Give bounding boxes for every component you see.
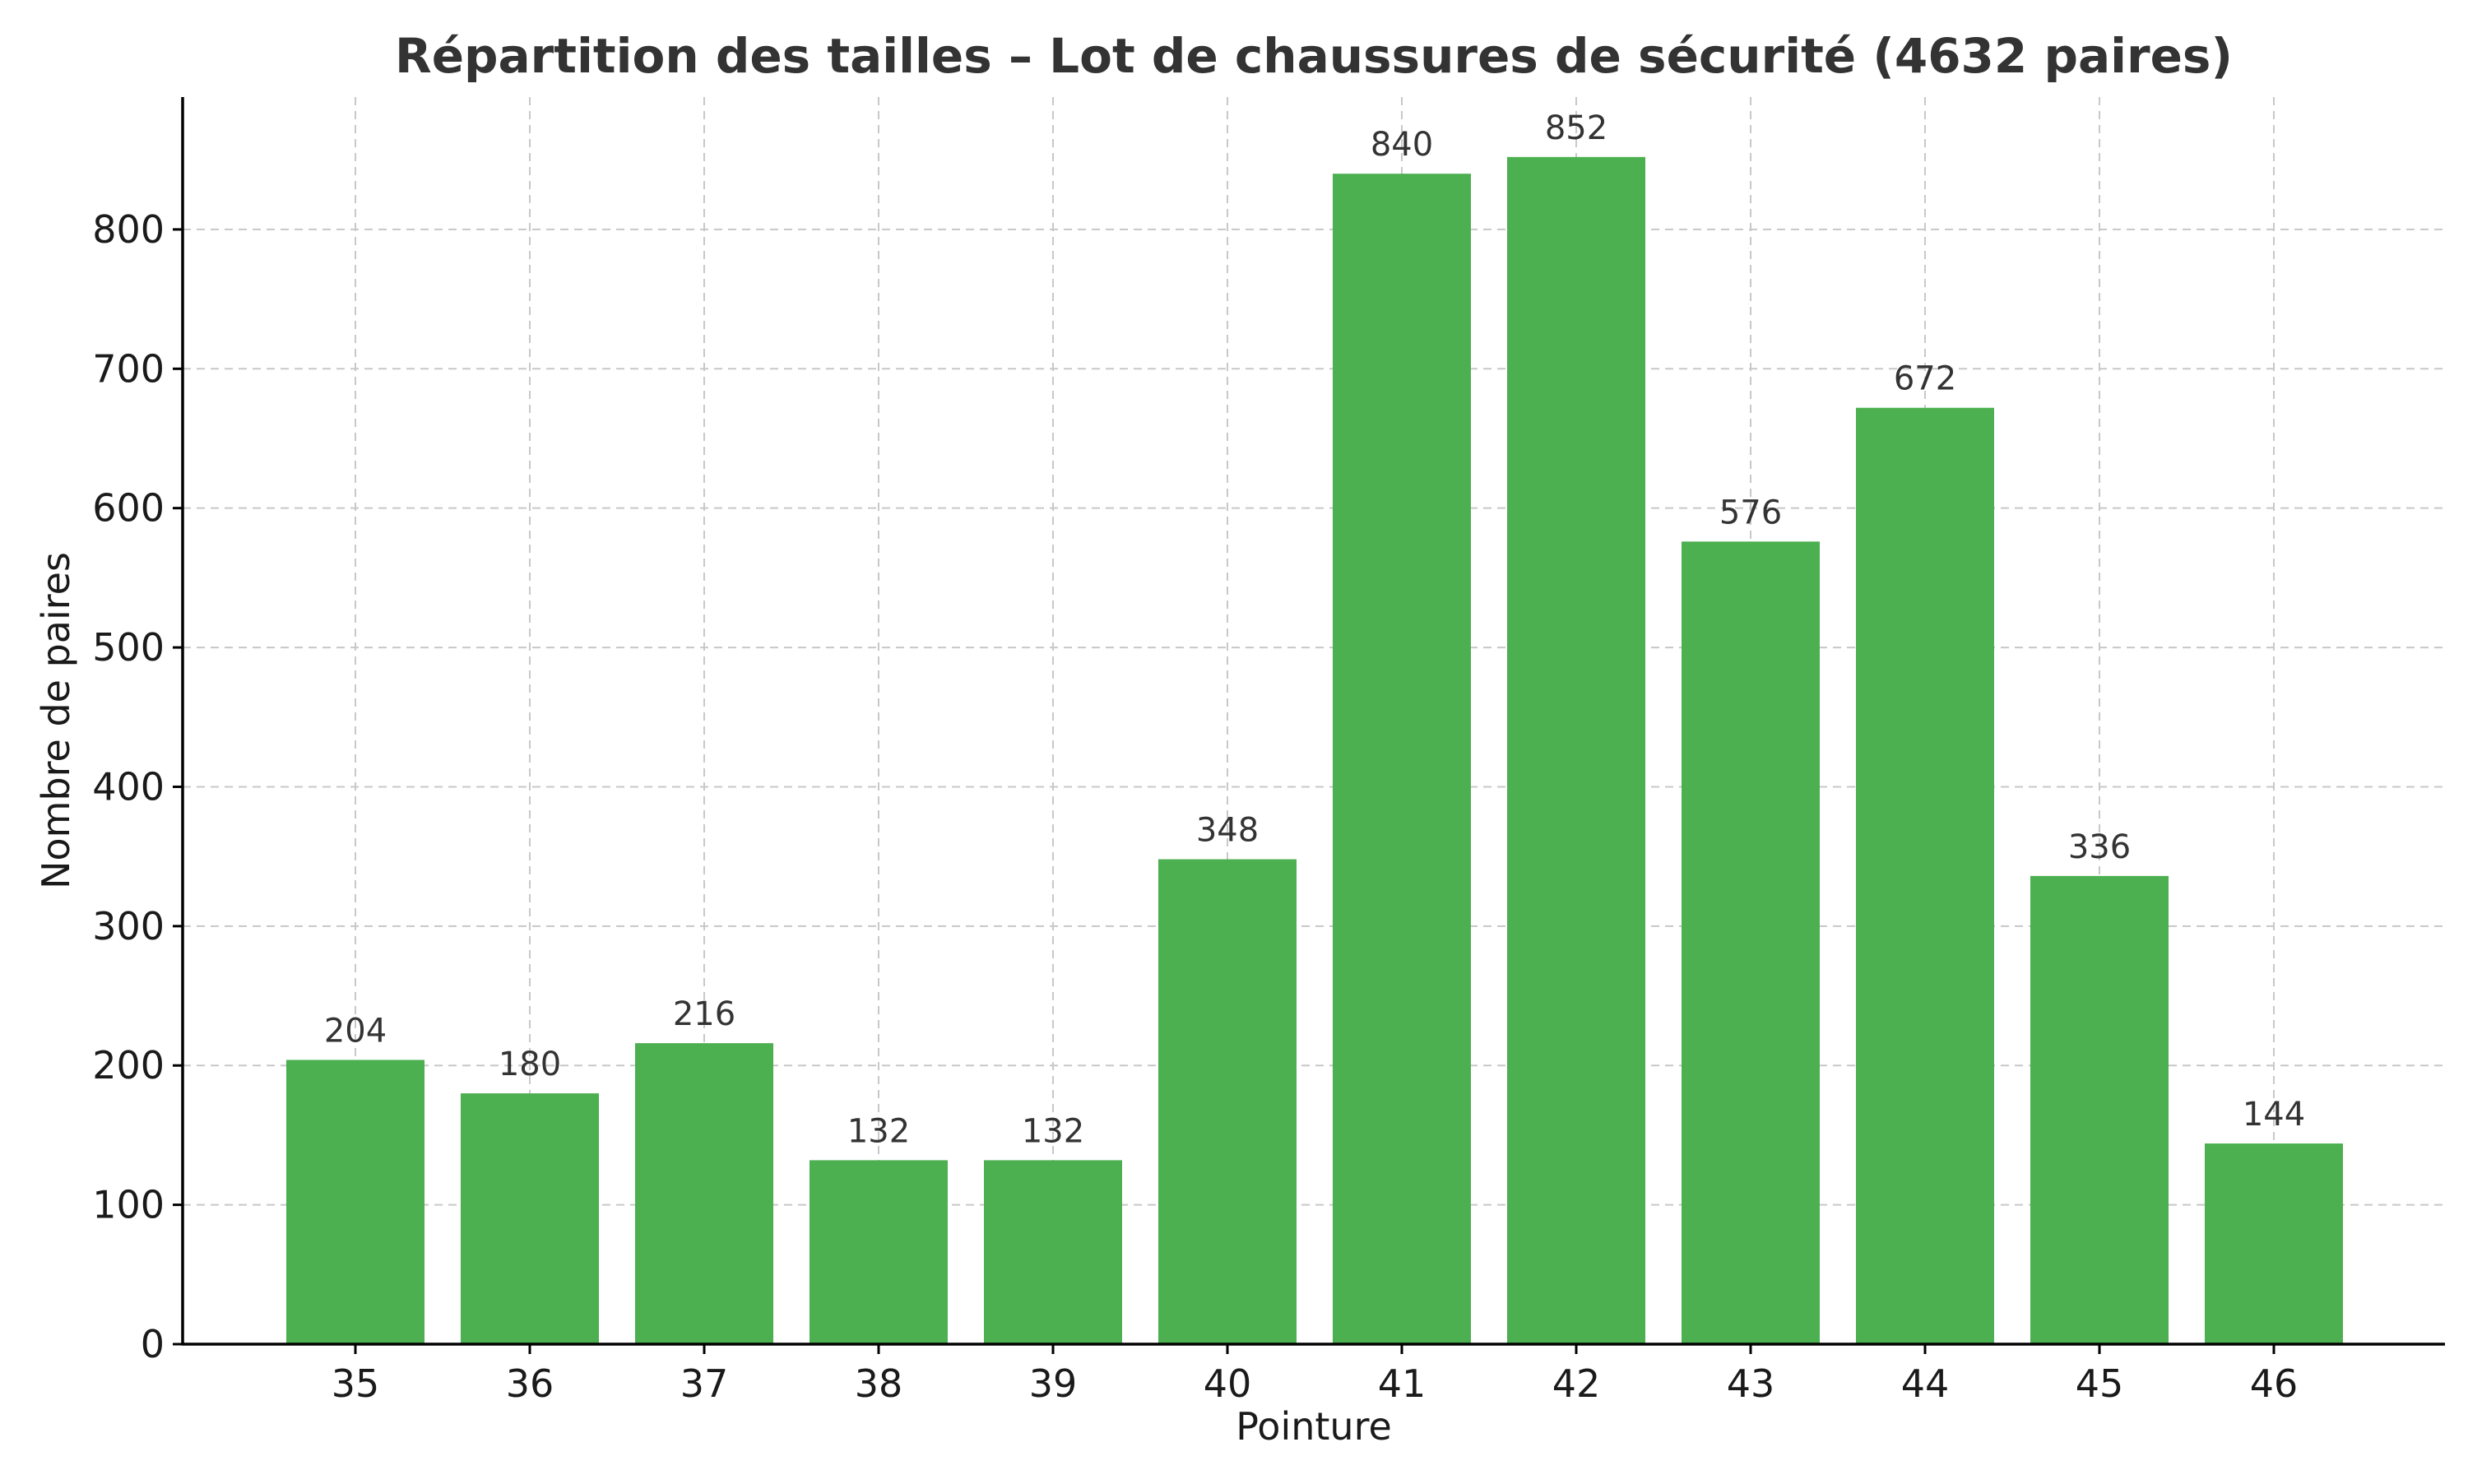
value-label-39: 132 [1022,1112,1084,1150]
x-tick-label-36: 36 [506,1361,554,1406]
bar-37 [635,1043,773,1344]
bar-41 [1333,174,1471,1345]
x-tick-label-35: 35 [332,1361,380,1406]
bar-39 [984,1160,1122,1344]
value-label-41: 840 [1371,126,1433,164]
x-tick-label-41: 41 [1378,1361,1427,1406]
y-axis-title: Nombre de paires [34,552,78,889]
bar-38 [810,1160,948,1344]
y-tick-label: 600 [92,486,165,531]
bar-35 [286,1060,424,1344]
value-labels: 204 180 216 132 132 348 840 852 576 672 336 144 [324,109,2305,1151]
x-tick-label-43: 43 [1727,1361,1775,1406]
x-tick-label-40: 40 [1204,1361,1252,1406]
y-tick-label: 0 [141,1322,165,1366]
bar-42 [1507,156,1645,1345]
y-tick-label: 700 [92,346,165,391]
x-axis-title: Pointure [1236,1404,1392,1449]
x-axis-ticks: 35 36 37 38 39 40 41 42 43 44 45 46 [332,1344,2299,1406]
x-tick-label-44: 44 [1901,1361,1950,1406]
x-tick-label-46: 46 [2250,1361,2299,1406]
x-tick-label-38: 38 [855,1361,903,1406]
value-label-36: 180 [499,1046,561,1083]
value-label-46: 144 [2243,1096,2305,1134]
chart-title: Répartition des tailles – Lot de chaussu… [395,28,2233,84]
bars [286,156,2343,1345]
x-tick-label-42: 42 [1552,1361,1601,1406]
y-tick-label: 200 [92,1043,165,1087]
bar-45 [2030,875,2169,1344]
axes [181,97,2445,1346]
y-tick-label: 800 [92,207,165,252]
value-label-35: 204 [324,1012,387,1050]
value-label-45: 336 [2068,828,2131,866]
y-tick-label: 500 [92,625,165,670]
y-tick-label: 400 [92,764,165,809]
value-label-42: 852 [1545,109,1607,147]
value-label-37: 216 [673,995,735,1033]
x-tick-label-39: 39 [1029,1361,1078,1406]
value-label-43: 576 [1719,494,1782,531]
x-tick-label-45: 45 [2076,1361,2124,1406]
y-axis-ticks: 0 100 200 300 400 500 600 700 800 [92,207,183,1366]
bar-46 [2205,1143,2343,1344]
value-label-44: 672 [1894,360,1956,398]
value-label-40: 348 [1196,812,1259,850]
bar-36 [461,1093,599,1344]
bar-40 [1158,859,1297,1344]
x-tick-label-37: 37 [680,1361,729,1406]
bar-43 [1682,541,1820,1344]
y-tick-label: 300 [92,904,165,948]
y-tick-label: 100 [92,1183,165,1227]
value-label-38: 132 [847,1112,910,1150]
bar-44 [1856,407,1994,1344]
